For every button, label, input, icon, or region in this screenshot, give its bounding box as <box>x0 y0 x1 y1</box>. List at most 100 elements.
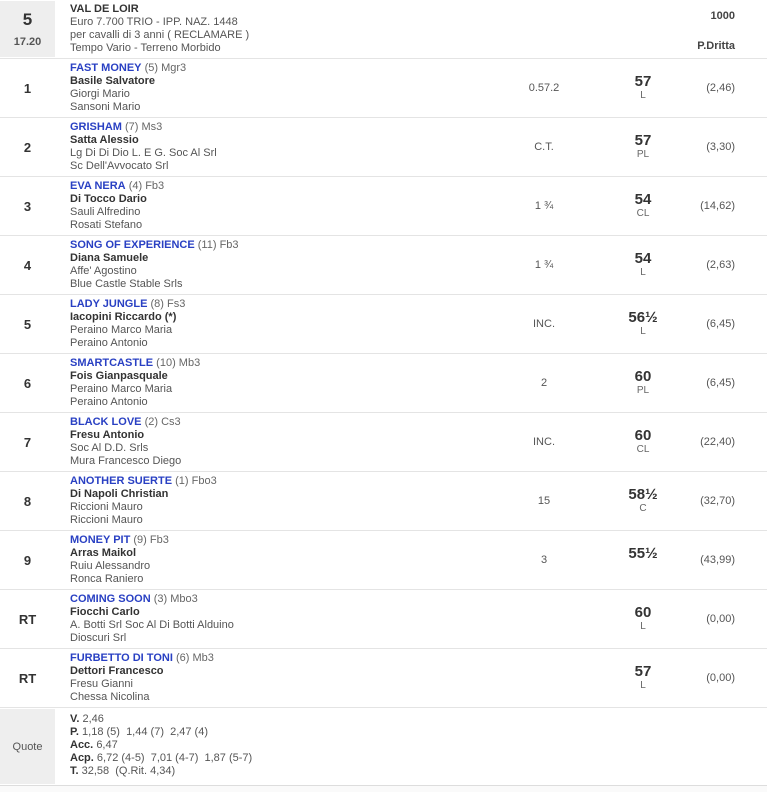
horse-line: GRISHAM (7) Ms3 <box>70 121 489 134</box>
trainer-name: Ruiu Alessandro <box>70 560 151 572</box>
quote-line: P. 1,18 (5) 1,44 (7) 2,47 (4) <box>70 726 767 739</box>
trainer-name: Peraino Marco Maria <box>70 383 173 395</box>
weight-value: 60 <box>634 604 652 621</box>
result-row: 4 SONG OF EXPERIENCE (11) Fb3 Diana Samu… <box>0 236 767 295</box>
position-cell: 5 <box>23 316 32 332</box>
quote-line-label: Acc. <box>70 739 94 751</box>
odds-cell: (2,63) <box>706 259 735 271</box>
horse-name-link[interactable]: FAST MONEY <box>70 62 142 74</box>
names-cell: MONEY PIT (9) Fb3 Arras Maikol Ruiu Ales… <box>55 531 489 589</box>
horse-info: (7) Ms3 <box>125 121 163 133</box>
horse-name-link[interactable]: EVA NERA <box>70 180 126 192</box>
driver-name: Fois Gianpasquale <box>70 370 168 382</box>
weight-cell: 57 L <box>599 59 687 117</box>
result-row: RT FURBETTO DI TONI (6) Mb3 Dettori Fran… <box>0 649 767 708</box>
driver-name: Diana Samuele <box>70 252 149 264</box>
weight-cell: 54 L <box>599 236 687 294</box>
names-cell: COMING SOON (3) Mbo3 Fiocchi Carlo A. Bo… <box>55 590 489 648</box>
quote-line-label: T. <box>70 765 79 777</box>
horse-name-link[interactable]: FURBETTO DI TONI <box>70 652 173 664</box>
quote-line: V. 2,46 <box>70 713 767 726</box>
race-number: 5 <box>22 10 33 30</box>
quote-line-value: 6,47 <box>96 739 118 751</box>
names-cell: EVA NERA (4) Fb3 Di Tocco Dario Sauli Al… <box>55 177 489 235</box>
weight-note: L <box>640 326 646 337</box>
odds-cell: (43,99) <box>700 554 735 566</box>
horse-line: MONEY PIT (9) Fb3 <box>70 534 489 547</box>
position-cell: 8 <box>23 493 32 509</box>
horse-info: (5) Mgr3 <box>144 62 187 74</box>
quote-label: Quote <box>12 740 43 753</box>
position-cell: RT <box>18 670 37 686</box>
owner-name: Riccioni Mauro <box>70 514 143 526</box>
quote-line: Acc. 6,47 <box>70 739 767 752</box>
horse-info: (10) Mb3 <box>156 357 201 369</box>
results-table-body: 1 FAST MONEY (5) Mgr3 Basile Salvatore G… <box>0 59 767 708</box>
time-distance-cell: C.T. <box>534 141 554 153</box>
horse-line: FAST MONEY (5) Mgr3 <box>70 62 489 75</box>
weight-note: L <box>640 621 646 632</box>
position-cell: 2 <box>23 139 32 155</box>
trainer-name: Giorgi Mario <box>70 88 130 100</box>
race-title: VAL DE LOIR <box>70 3 139 15</box>
trainer-name: Lg Di Di Dio L. E G. Soc Al Srl <box>70 147 217 159</box>
weight-cell: 60 L <box>599 590 687 648</box>
horse-line: SMARTCASTLE (10) Mb3 <box>70 357 489 370</box>
horse-name-link[interactable]: SMARTCASTLE <box>70 357 154 369</box>
owner-name: Dioscuri Srl <box>70 632 127 644</box>
race-track-type: P.Dritta <box>697 40 735 52</box>
trainer-name: Fresu Gianni <box>70 678 133 690</box>
horse-line: FURBETTO DI TONI (6) Mb3 <box>70 652 489 665</box>
weight-cell: 58½ C <box>599 472 687 530</box>
position-cell: 7 <box>23 434 32 450</box>
time-distance-cell <box>489 590 599 648</box>
driver-name: Satta Alessio <box>70 134 139 146</box>
names-cell: GRISHAM (7) Ms3 Satta Alessio Lg Di Di D… <box>55 118 489 176</box>
time-distance-cell <box>489 649 599 707</box>
driver-name: Arras Maikol <box>70 547 137 559</box>
weight-cell: 57 L <box>599 649 687 707</box>
weight-cell: 57 PL <box>599 118 687 176</box>
driver-name: Fresu Antonio <box>70 429 145 441</box>
time-distance-cell: 2 <box>540 377 548 389</box>
quote-label-cell: Quote <box>0 709 55 784</box>
horse-name-link[interactable]: SONG OF EXPERIENCE <box>70 239 195 251</box>
weight-value: 57 <box>634 73 652 90</box>
quote-line: T. 32,58 (Q.Rit. 4,34) <box>70 765 767 778</box>
quote-line-value: 6,72 (4-5) 7,01 (4-7) 1,87 (5-7) <box>96 752 253 764</box>
weight-cell: 54 CL <box>599 177 687 235</box>
time-distance-cell: 15 <box>537 495 551 507</box>
quote-line-label: Acp. <box>70 752 94 764</box>
race-ground-line: Tempo Vario - Terreno Morbido <box>70 42 221 54</box>
horse-name-link[interactable]: LADY JUNGLE <box>70 298 148 310</box>
time-distance-cell: 0.57.2 <box>528 82 560 94</box>
race-number-cell: 5 17.20 <box>0 1 55 57</box>
weight-value: 58½ <box>628 486 658 503</box>
horse-name-link[interactable]: COMING SOON <box>70 593 151 605</box>
horse-name-link[interactable]: BLACK LOVE <box>70 416 142 428</box>
horse-info: (2) Cs3 <box>144 416 181 428</box>
position-cell: 6 <box>23 375 32 391</box>
horse-name-link[interactable]: ANOTHER SUERTE <box>70 475 173 487</box>
horse-line: EVA NERA (4) Fb3 <box>70 180 489 193</box>
quote-line-value: 1,18 (5) 1,44 (7) 2,47 (4) <box>82 726 208 738</box>
weight-note: PL <box>636 385 650 396</box>
owner-name: Sansoni Mario <box>70 101 141 113</box>
odds-cell: (0,00) <box>706 613 735 625</box>
weight-cell: 60 PL <box>599 354 687 412</box>
horse-line: ANOTHER SUERTE (1) Fbo3 <box>70 475 489 488</box>
trainer-name: A. Botti Srl Soc Al Di Botti Alduino <box>70 619 234 631</box>
horse-name-link[interactable]: GRISHAM <box>70 121 122 133</box>
weight-cell: 56½ L <box>599 295 687 353</box>
horse-line: COMING SOON (3) Mbo3 <box>70 593 489 606</box>
weight-note: CL <box>636 444 650 455</box>
horse-info: (1) Fbo3 <box>175 475 217 487</box>
bottom-strip <box>0 786 767 792</box>
names-cell: LADY JUNGLE (8) Fs3 Iacopini Riccardo (*… <box>55 295 489 353</box>
quote-lines: V. 2,46 P. 1,18 (5) 1,44 (7) 2,47 (4) Ac… <box>55 708 767 785</box>
names-cell: FURBETTO DI TONI (6) Mb3 Dettori Frances… <box>55 649 489 707</box>
horse-name-link[interactable]: MONEY PIT <box>70 534 131 546</box>
result-row: 1 FAST MONEY (5) Mgr3 Basile Salvatore G… <box>0 59 767 118</box>
owner-name: Peraino Antonio <box>70 337 148 349</box>
